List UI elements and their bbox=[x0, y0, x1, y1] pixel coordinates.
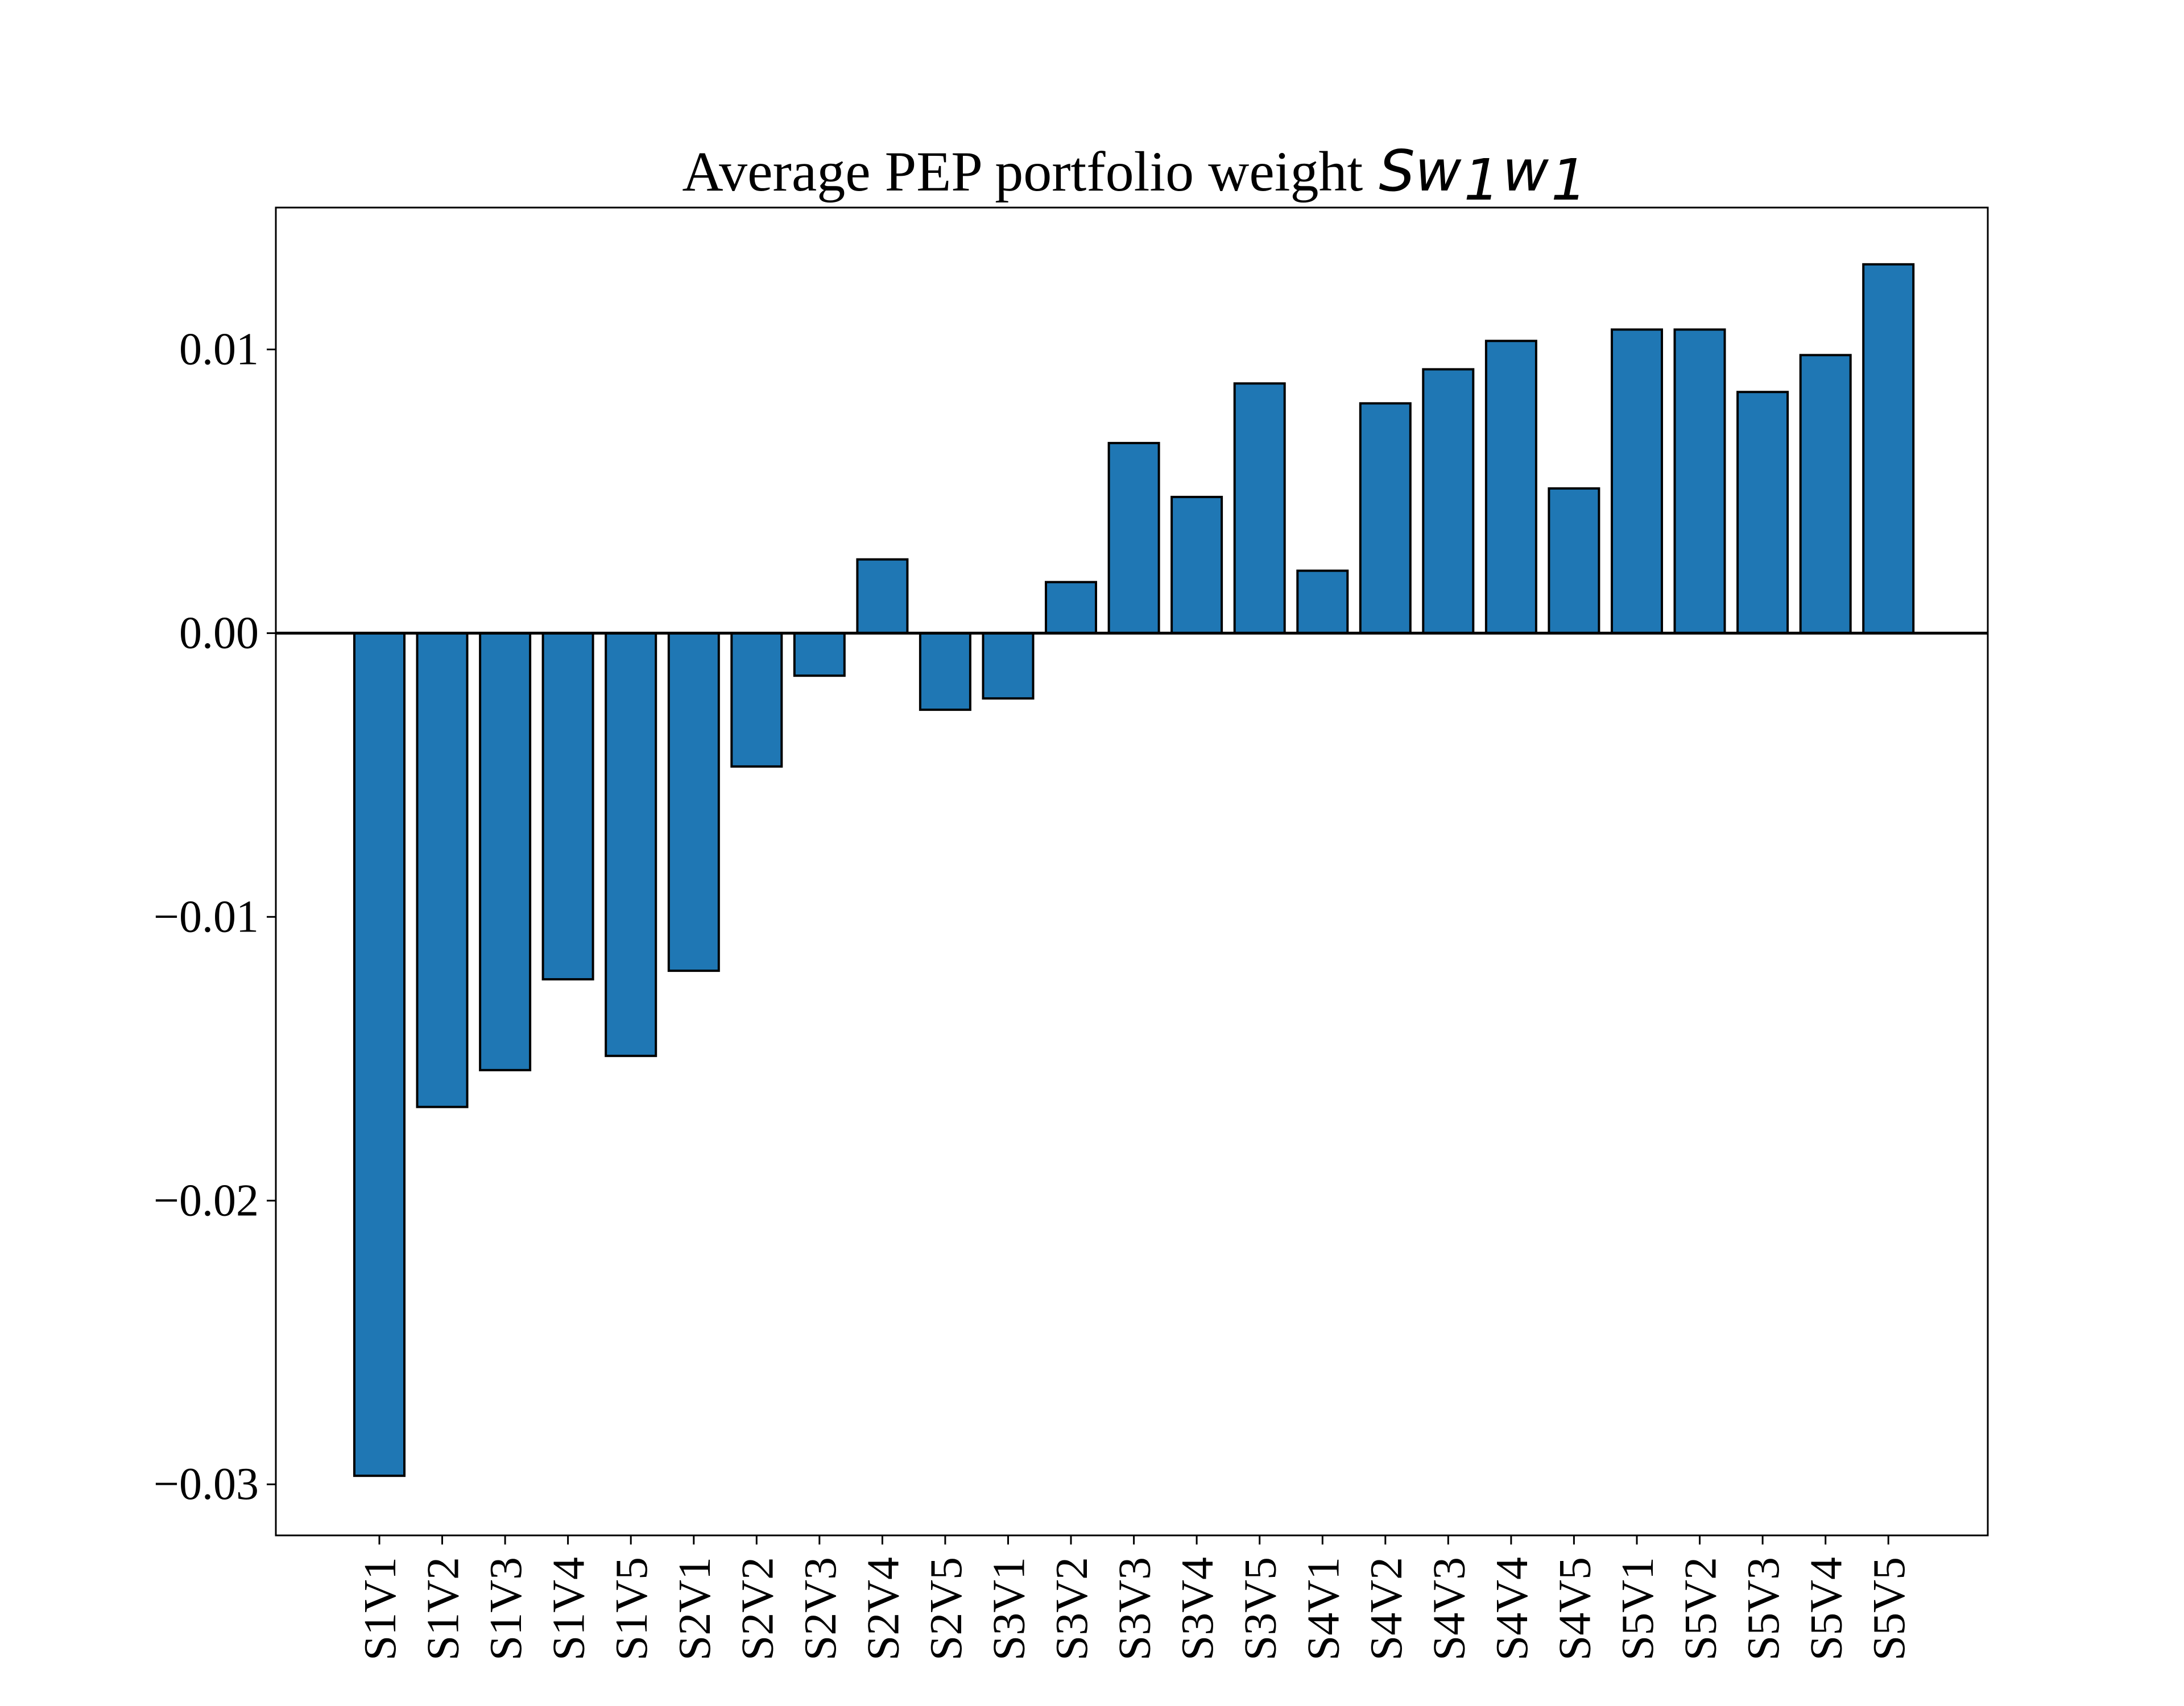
y-tick-label: 0.01 bbox=[179, 325, 259, 375]
x-tick-label: S1V3 bbox=[481, 1557, 531, 1661]
x-tick-label: S4V4 bbox=[1487, 1557, 1537, 1661]
bar-s4v4 bbox=[1484, 339, 1537, 635]
x-tick-label: S2V4 bbox=[858, 1557, 908, 1661]
x-tick-label: S3V3 bbox=[1110, 1557, 1160, 1661]
bar-s4v1 bbox=[1296, 569, 1349, 635]
x-tick-label: S3V5 bbox=[1236, 1557, 1286, 1661]
x-tick-label: S4V5 bbox=[1550, 1557, 1600, 1661]
x-tick-label: S5V5 bbox=[1864, 1557, 1914, 1661]
x-tick-label: S1V5 bbox=[607, 1557, 657, 1661]
x-tick-label: S2V2 bbox=[733, 1557, 783, 1661]
bar-s5v2 bbox=[1673, 328, 1726, 635]
bar-s3v1 bbox=[982, 632, 1035, 700]
bar-s5v1 bbox=[1611, 328, 1663, 635]
x-tick-label: S1V4 bbox=[544, 1557, 594, 1661]
x-tick-label: S3V2 bbox=[1047, 1557, 1097, 1661]
chart-title-sub-1: 1 bbox=[1464, 147, 1500, 213]
bar-s3v3 bbox=[1107, 442, 1160, 635]
bar-s1v1 bbox=[353, 632, 406, 1477]
x-tick-label: S2V5 bbox=[921, 1557, 971, 1661]
bar-s1v2 bbox=[416, 632, 469, 1108]
chart-title-sub-2: 1 bbox=[1551, 147, 1587, 213]
bar-s2v1 bbox=[667, 632, 720, 972]
bars-layer bbox=[353, 263, 1915, 1477]
bar-s2v5 bbox=[919, 632, 971, 711]
x-tick-label: S4V1 bbox=[1298, 1557, 1349, 1661]
x-tick-label: S3V1 bbox=[985, 1557, 1035, 1661]
x-tick-label: S1V1 bbox=[355, 1557, 406, 1661]
bar-s3v4 bbox=[1170, 495, 1223, 635]
chart-title-text: Average PEP portfolio weight bbox=[682, 140, 1363, 203]
bar-s2v4 bbox=[856, 558, 909, 635]
x-tick-label: S2V3 bbox=[796, 1557, 846, 1661]
chart-title-math-w: w bbox=[1502, 138, 1549, 204]
x-tick-label: S3V4 bbox=[1173, 1557, 1223, 1661]
y-tick-label: −0.01 bbox=[154, 892, 259, 942]
bar-s5v4 bbox=[1799, 354, 1852, 635]
x-tick-label: S4V2 bbox=[1362, 1557, 1412, 1661]
bar-s2v2 bbox=[730, 632, 783, 768]
x-tick-label: S5V1 bbox=[1613, 1557, 1663, 1661]
bar-s4v2 bbox=[1359, 402, 1412, 635]
y-tick-label: −0.02 bbox=[154, 1175, 259, 1225]
chart-title-math: Sw bbox=[1379, 138, 1461, 204]
bar-s3v2 bbox=[1045, 581, 1097, 635]
bar-s2v3 bbox=[793, 632, 846, 677]
bar-s1v3 bbox=[479, 632, 532, 1071]
chart-title: Average PEP portfolio weight Sw 1 w 1 bbox=[682, 138, 1587, 213]
x-tick-label: S5V3 bbox=[1739, 1557, 1789, 1661]
bar-s3v5 bbox=[1233, 382, 1286, 635]
x-tick-label: S5V2 bbox=[1676, 1557, 1726, 1661]
bar-s5v5 bbox=[1862, 263, 1915, 635]
plot-frame bbox=[275, 206, 1989, 1537]
axes-layer: −0.03 −0.02 −0.01 0.00 0.01 S1V1 S1V2 S1V3 S1V4 S… bbox=[154, 206, 1989, 1661]
bar-s1v4 bbox=[541, 632, 594, 981]
x-tick-label: S4V3 bbox=[1424, 1557, 1474, 1661]
bar-s1v5 bbox=[605, 632, 657, 1057]
x-tick-label: S5V4 bbox=[1802, 1557, 1852, 1661]
bar-s4v5 bbox=[1548, 487, 1600, 635]
y-tick-label: −0.03 bbox=[154, 1459, 259, 1509]
y-tick-label: 0.00 bbox=[179, 608, 259, 658]
x-tick-label: S2V1 bbox=[670, 1557, 720, 1661]
x-tick-label: S1V2 bbox=[419, 1557, 469, 1661]
bar-s4v3 bbox=[1422, 368, 1475, 635]
bar-s5v3 bbox=[1736, 391, 1789, 635]
